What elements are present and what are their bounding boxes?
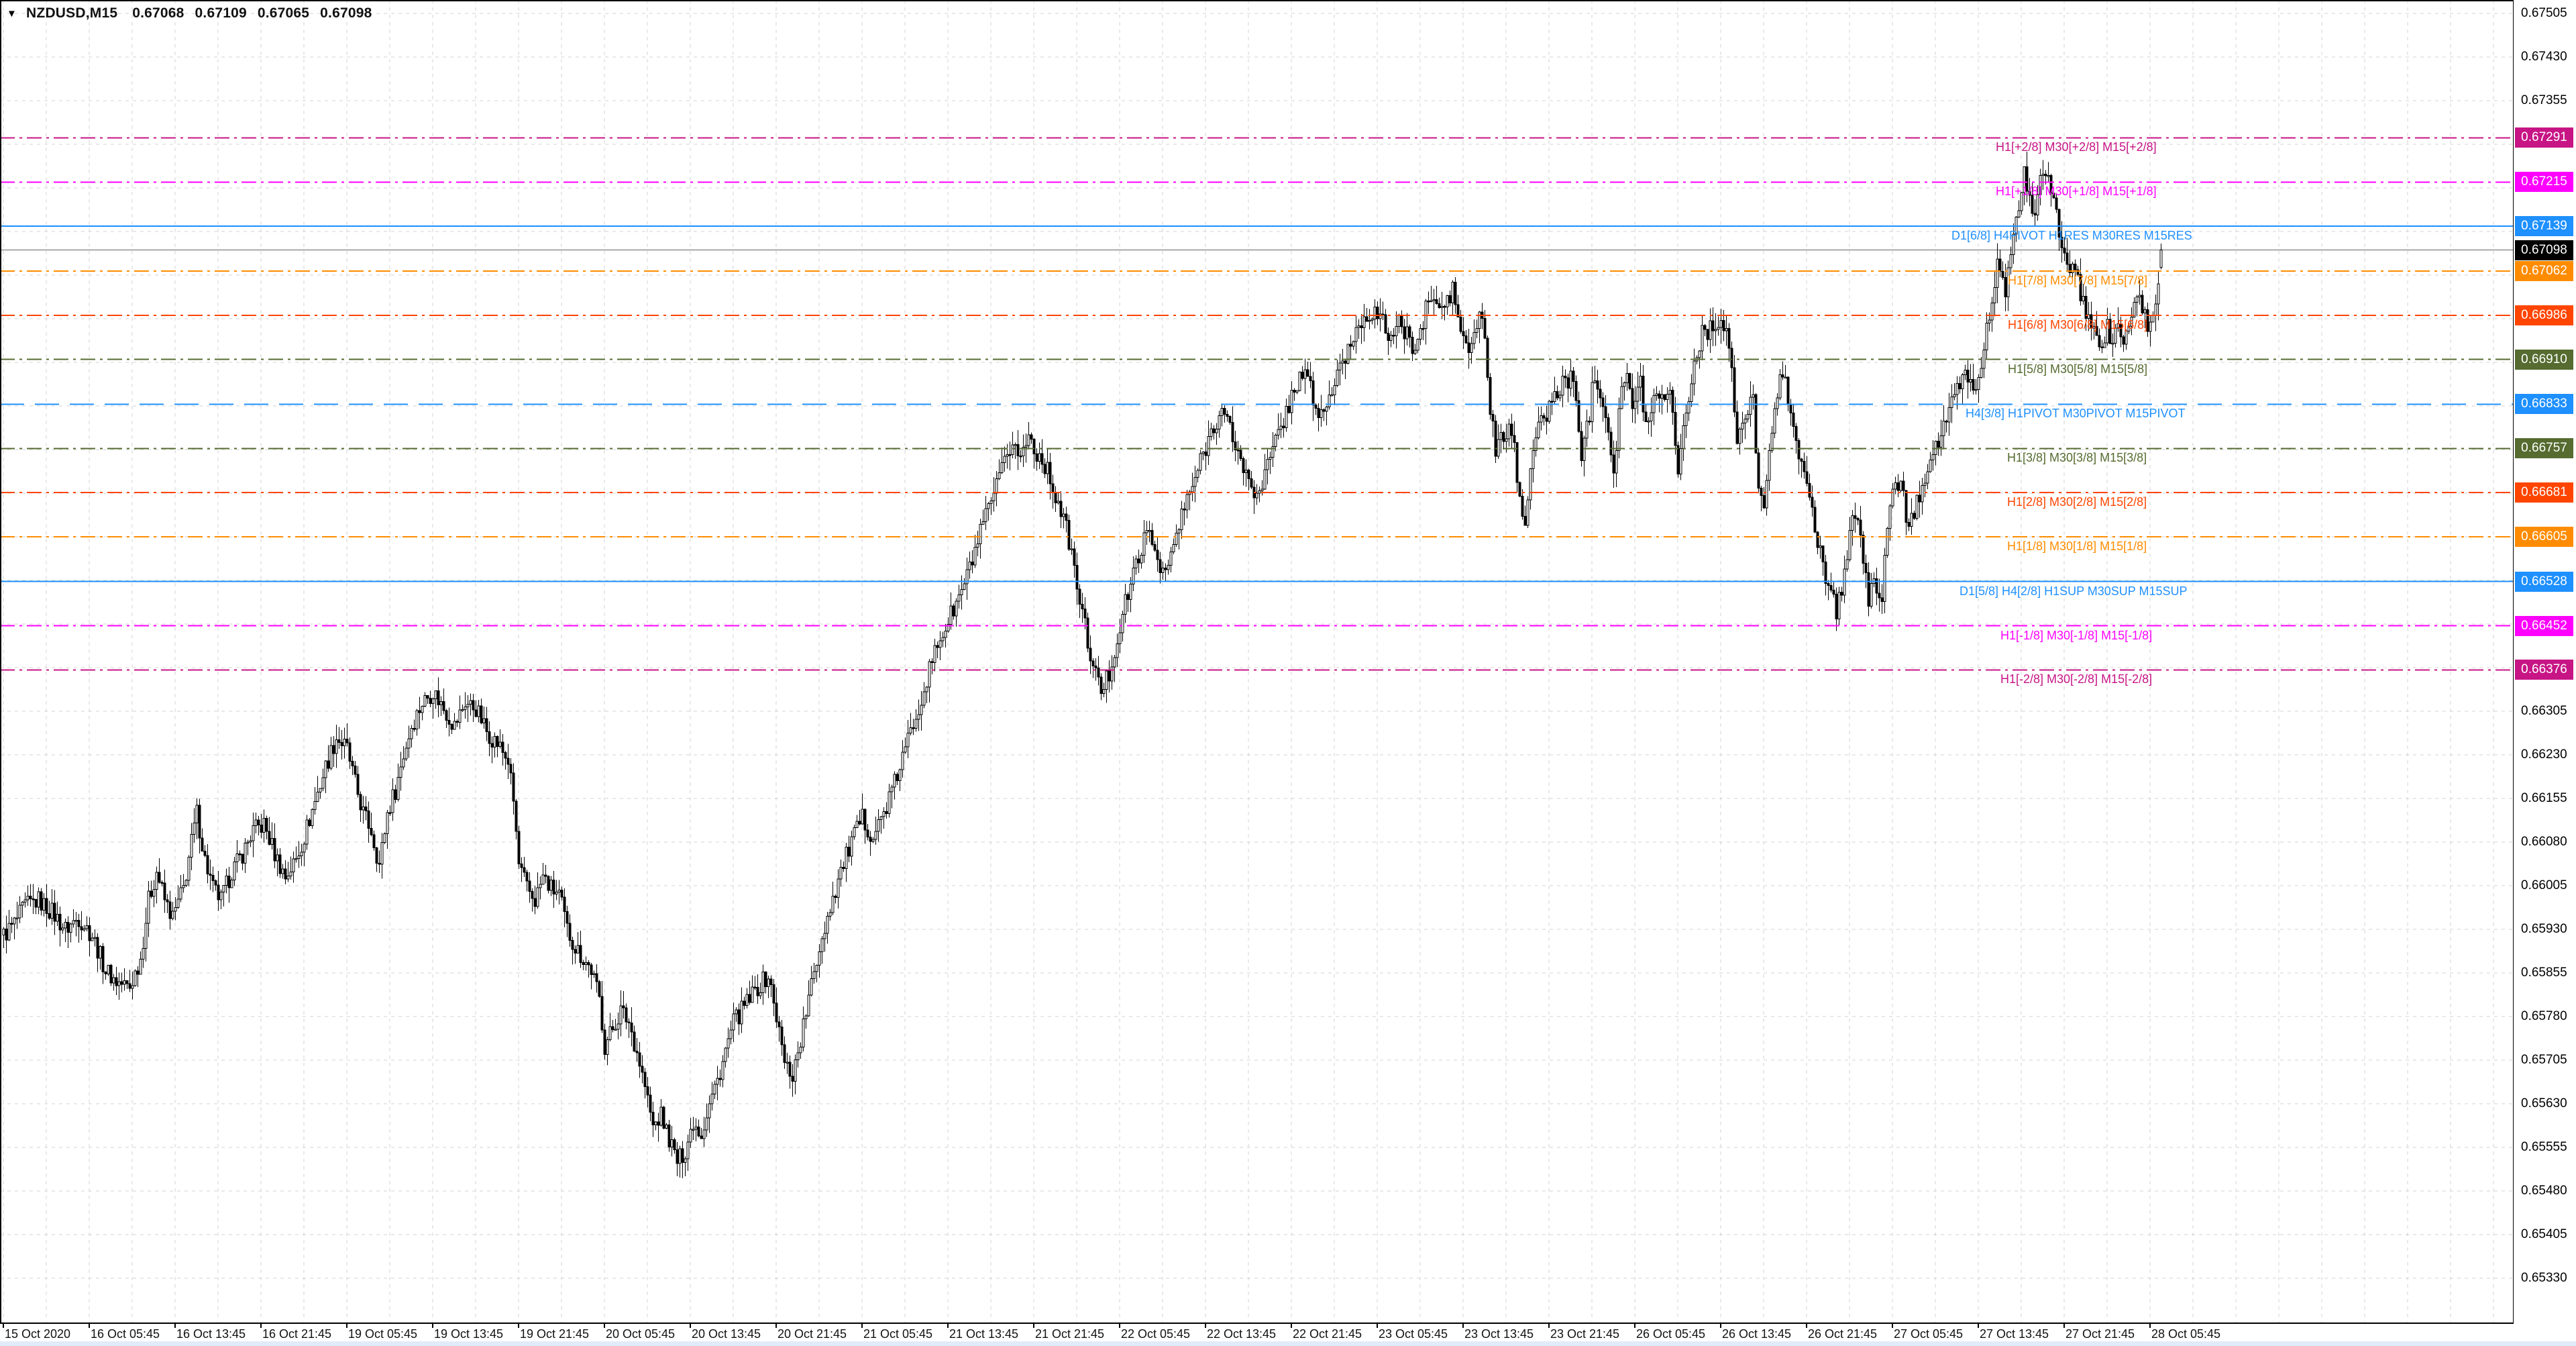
price-tick-label: 0.65780 bbox=[2521, 1009, 2567, 1023]
time-axis-label: 20 Oct 21:45 bbox=[777, 1327, 847, 1341]
time-axis-label: 22 Oct 13:45 bbox=[1207, 1327, 1277, 1341]
price-tick-label: 0.67430 bbox=[2521, 50, 2567, 64]
time-axis-label: 20 Oct 13:45 bbox=[692, 1327, 761, 1341]
price-tick-label: 0.65930 bbox=[2521, 922, 2567, 936]
time-axis-label: 21 Oct 21:45 bbox=[1035, 1327, 1105, 1341]
level-label: H1[-2/8] M30[-2/8] M15[-2/8] bbox=[2000, 672, 2153, 686]
window-bottom-edge bbox=[0, 1341, 2576, 1346]
level-label: D1[6/8] H4PIVOT H1RES M30RES M15RES bbox=[1951, 229, 2192, 243]
ohlc-high: 0.67109 bbox=[195, 5, 247, 21]
level-label: H1[7/8] M30[7/8] M15[7/8] bbox=[2008, 273, 2148, 287]
level-label: H1[6/8] M30[6/8] M15[6/8] bbox=[2008, 317, 2148, 331]
price-tick-label: 0.65630 bbox=[2521, 1096, 2567, 1110]
plot-frame bbox=[0, 0, 2514, 1324]
time-axis-label: 23 Oct 05:45 bbox=[1379, 1327, 1448, 1341]
axis-tick-marks bbox=[3, 13, 2519, 1328]
level-label: H1[1/8] M30[1/8] M15[1/8] bbox=[2007, 539, 2147, 553]
time-axis-label: 27 Oct 05:45 bbox=[1894, 1327, 1964, 1341]
time-axis-label: 22 Oct 21:45 bbox=[1293, 1327, 1362, 1341]
level-price-badge: 0.66986 bbox=[2515, 305, 2573, 325]
time-axis-label: 23 Oct 21:45 bbox=[1550, 1327, 1620, 1341]
time-axis-label: 16 Oct 13:45 bbox=[176, 1327, 246, 1341]
level-price-badge: 0.67291 bbox=[2515, 127, 2573, 148]
level-label: H1[5/8] M30[5/8] M15[5/8] bbox=[2008, 362, 2148, 376]
level-label: H1[+2/8] M30[+2/8] M15[+2/8] bbox=[1996, 140, 2157, 154]
ohlc-low: 0.67065 bbox=[257, 5, 310, 21]
time-axis-label: 15 Oct 2020 bbox=[5, 1327, 71, 1341]
bid-price-badge: 0.67098 bbox=[2515, 240, 2573, 260]
level-price-badge: 0.66452 bbox=[2515, 615, 2573, 636]
price-tick-label: 0.65330 bbox=[2521, 1271, 2567, 1285]
time-axis-label: 26 Oct 21:45 bbox=[1808, 1327, 1878, 1341]
price-tick-label: 0.66230 bbox=[2521, 747, 2567, 762]
ohlc-open: 0.67068 bbox=[132, 5, 184, 21]
level-label: H1[3/8] M30[3/8] M15[3/8] bbox=[2007, 451, 2147, 465]
price-tick-label: 0.66305 bbox=[2521, 704, 2567, 718]
symbol-period-label: NZDUSD,M15 bbox=[26, 5, 118, 21]
level-price-badge: 0.67139 bbox=[2515, 216, 2573, 237]
price-tick-label: 0.65480 bbox=[2521, 1184, 2567, 1198]
price-tick-label: 0.66080 bbox=[2521, 835, 2567, 849]
time-axis-label: 27 Oct 13:45 bbox=[1980, 1327, 2049, 1341]
time-axis-label: 28 Oct 05:45 bbox=[2151, 1327, 2221, 1341]
level-label: H1[+1/8] M30[+1/8] M15[+1/8] bbox=[1996, 185, 2157, 199]
level-label: H4[3/8] H1PIVOT M30PIVOT M15PIVOT bbox=[1966, 407, 2186, 421]
price-tick-label: 0.66155 bbox=[2521, 791, 2567, 805]
level-price-badge: 0.66528 bbox=[2515, 571, 2573, 592]
murrey-level-lines bbox=[0, 137, 2514, 671]
time-axis-label: 20 Oct 05:45 bbox=[606, 1327, 676, 1341]
price-tick-label: 0.66005 bbox=[2521, 878, 2567, 892]
level-price-badge: 0.66833 bbox=[2515, 394, 2573, 415]
time-axis-label: 23 Oct 13:45 bbox=[1464, 1327, 1534, 1341]
candles bbox=[2, 151, 2163, 1179]
level-label: D1[5/8] H4[2/8] H1SUP M30SUP M15SUP bbox=[1960, 584, 2188, 598]
level-price-badge: 0.67215 bbox=[2515, 172, 2573, 193]
time-axis-label: 19 Oct 21:45 bbox=[520, 1327, 590, 1341]
price-tick-label: 0.65705 bbox=[2521, 1053, 2567, 1067]
price-tick-label: 0.65405 bbox=[2521, 1227, 2567, 1241]
price-tick-label: 0.67505 bbox=[2521, 6, 2567, 20]
price-tick-label: 0.65855 bbox=[2521, 966, 2567, 980]
chart-collapse-triangle-icon[interactable]: ▼ bbox=[7, 7, 17, 19]
time-axis-label: 27 Oct 21:45 bbox=[2065, 1327, 2135, 1341]
time-axis-label: 19 Oct 05:45 bbox=[348, 1327, 418, 1341]
time-axis-label: 16 Oct 05:45 bbox=[91, 1327, 160, 1341]
grid bbox=[0, 0, 2514, 1323]
time-axis-label: 19 Oct 13:45 bbox=[434, 1327, 504, 1341]
price-tick-label: 0.65555 bbox=[2521, 1140, 2567, 1154]
price-tick-label: 0.67355 bbox=[2521, 93, 2567, 107]
time-axis-label: 26 Oct 05:45 bbox=[1636, 1327, 1706, 1341]
time-axis-label: 16 Oct 21:45 bbox=[262, 1327, 332, 1341]
level-price-badge: 0.66376 bbox=[2515, 660, 2573, 680]
level-price-badge: 0.66910 bbox=[2515, 349, 2573, 370]
time-axis-label: 21 Oct 05:45 bbox=[863, 1327, 933, 1341]
time-axis-label: 22 Oct 05:45 bbox=[1121, 1327, 1191, 1341]
chart-title: ▼ NZDUSD,M15 0.67068 0.67109 0.67065 0.6… bbox=[7, 5, 372, 21]
time-axis-label: 26 Oct 13:45 bbox=[1722, 1327, 1792, 1341]
level-price-badge: 0.67062 bbox=[2515, 260, 2573, 281]
level-price-badge: 0.66605 bbox=[2515, 527, 2573, 547]
level-price-badge: 0.66757 bbox=[2515, 438, 2573, 459]
level-label: H1[-1/8] M30[-1/8] M15[-1/8] bbox=[2000, 628, 2153, 642]
ohlc-close: 0.67098 bbox=[320, 5, 372, 21]
time-axis-label: 21 Oct 13:45 bbox=[949, 1327, 1019, 1341]
level-price-badge: 0.66681 bbox=[2515, 482, 2573, 503]
level-label: H1[2/8] M30[2/8] M15[2/8] bbox=[2007, 495, 2147, 509]
